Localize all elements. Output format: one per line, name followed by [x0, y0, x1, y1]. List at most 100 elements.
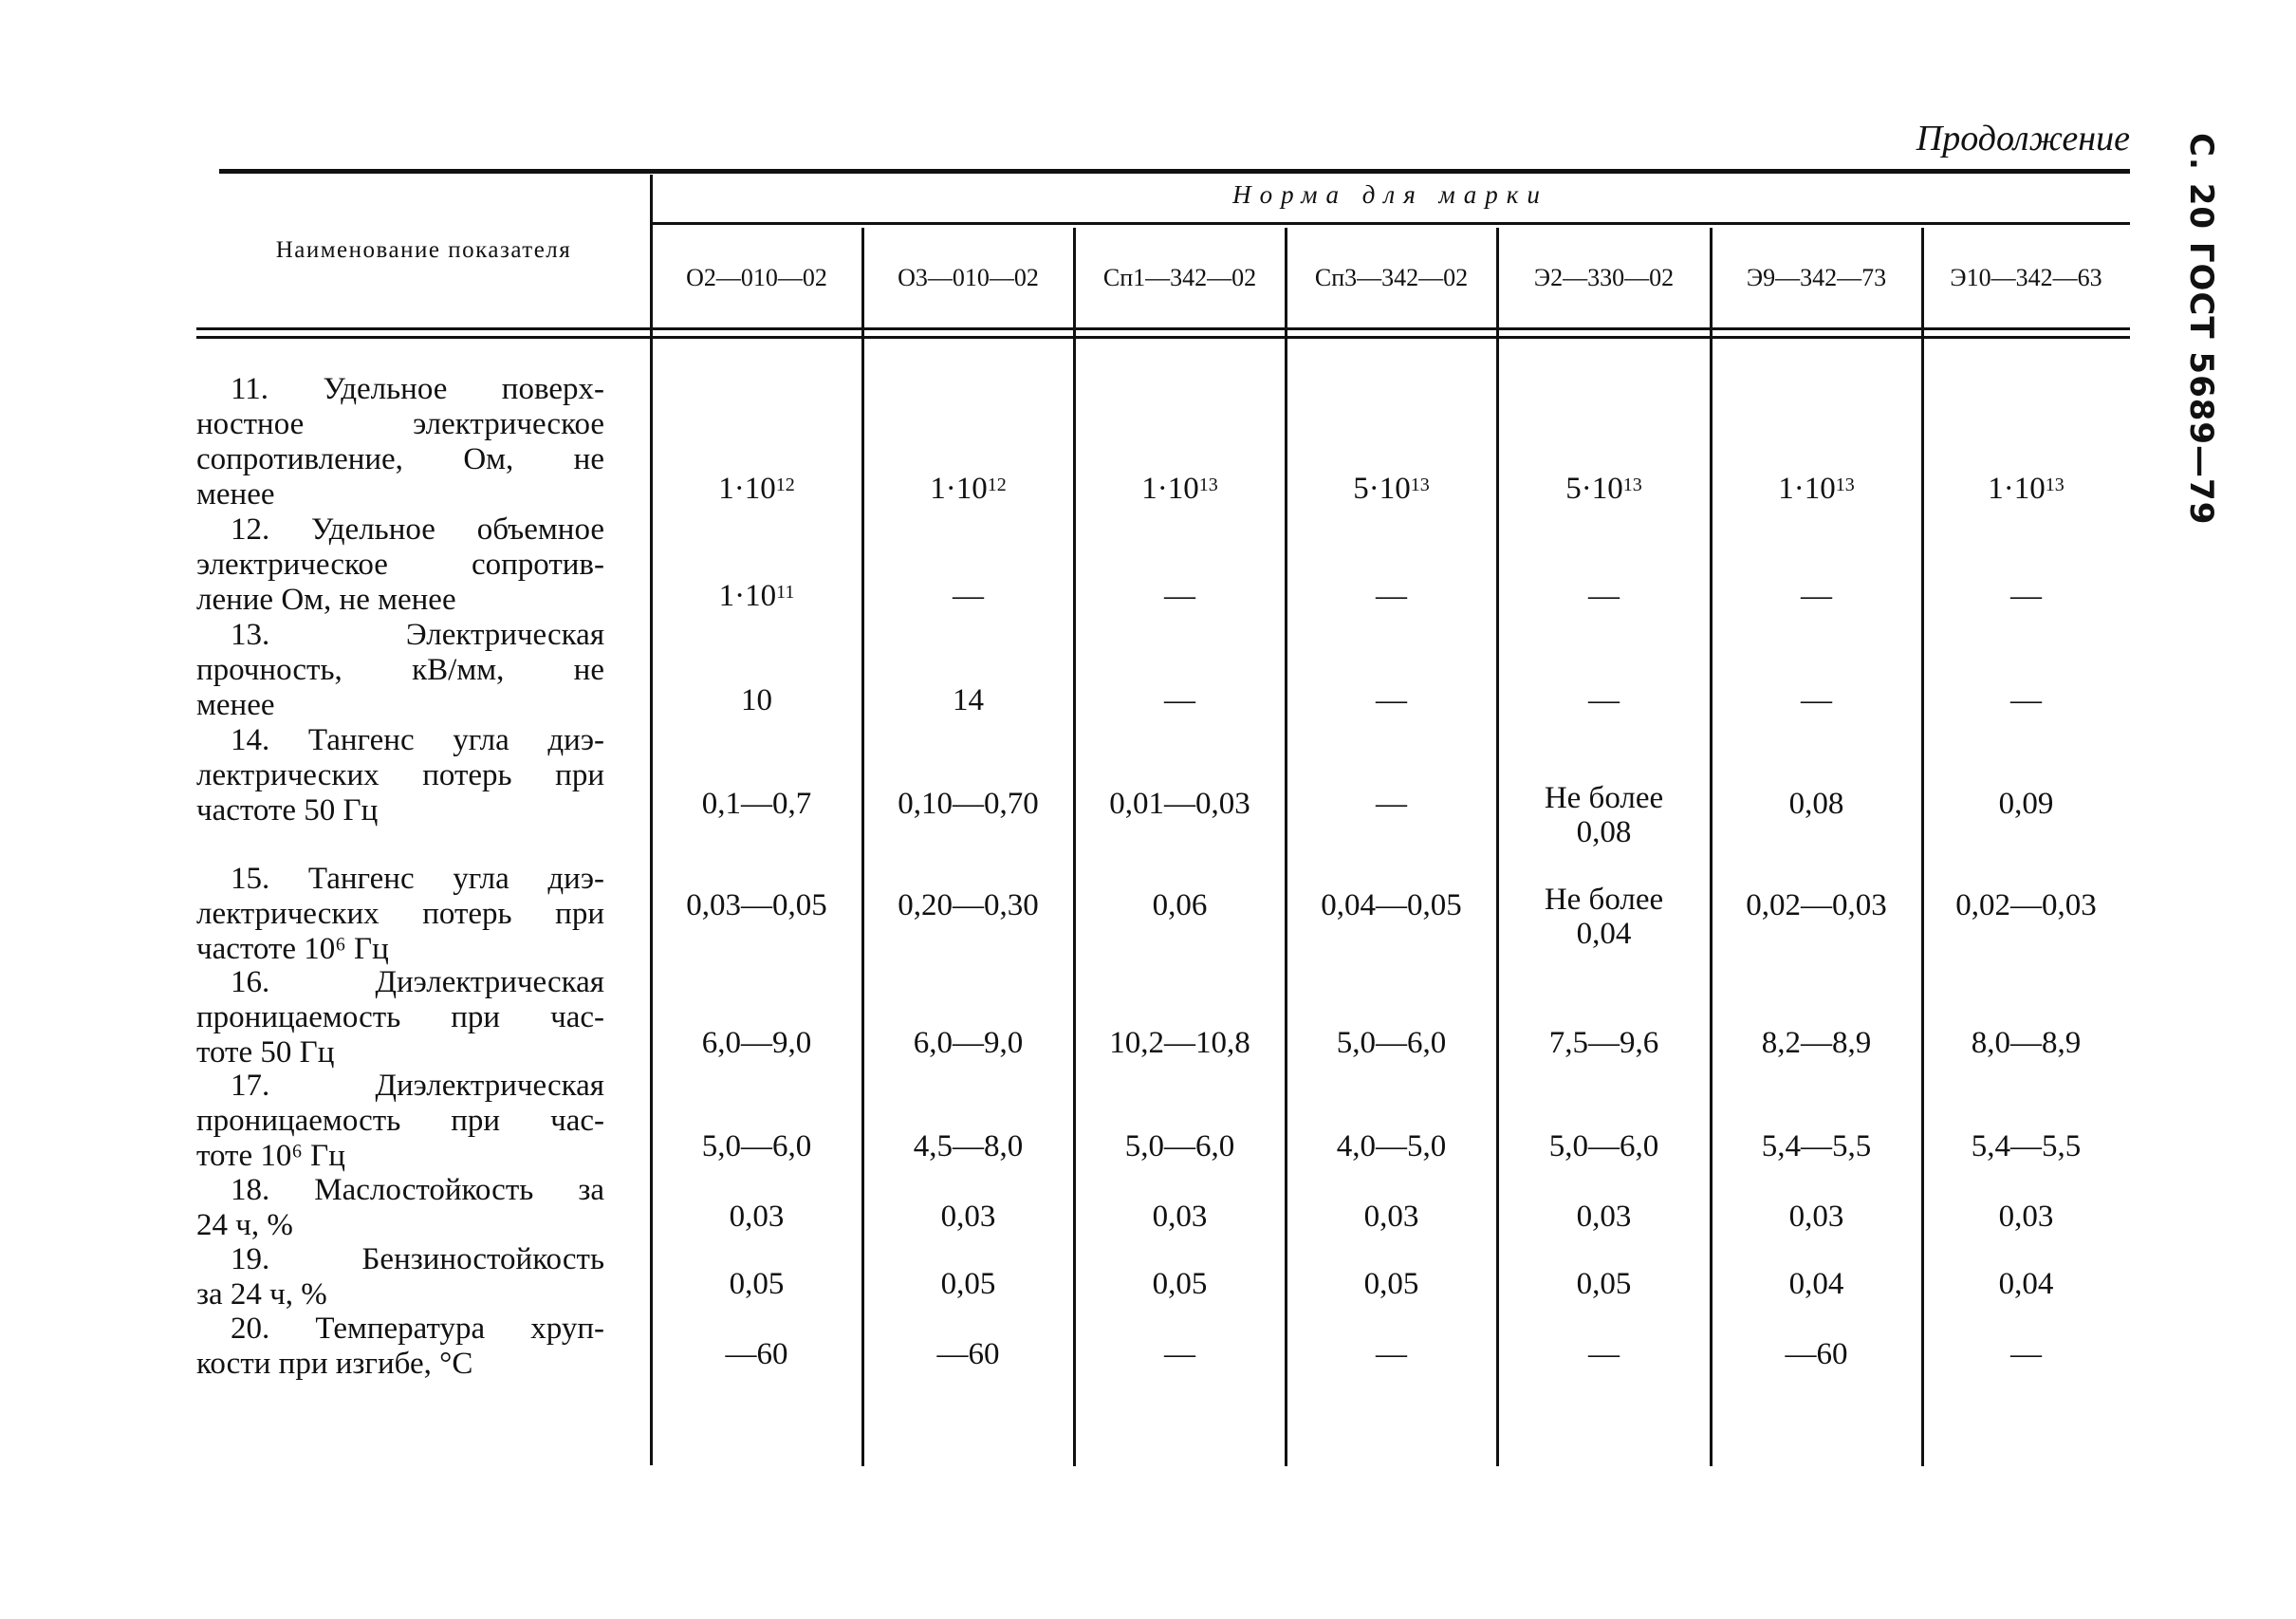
value-cell: 0,03 [1074, 1200, 1286, 1234]
value-cell: — [1497, 579, 1711, 613]
row-label-line: 18. Маслостойкость за [231, 1173, 604, 1207]
value-text: —60 [936, 1337, 1000, 1371]
column-divider [1921, 228, 1924, 1466]
row-label-line: проницаемость при час- [196, 1104, 604, 1138]
column-divider [861, 228, 864, 1466]
value-cell: 0,05 [1497, 1267, 1711, 1301]
row-label-line: 16. Диэлектрическая [231, 965, 604, 999]
value-text: 5,0—6,0 [1548, 1129, 1659, 1163]
value-cell: 4,5—8,0 [862, 1129, 1074, 1163]
value-text: Не более 0,04 [1544, 883, 1664, 951]
value-text: —60 [1785, 1337, 1848, 1371]
row-label-line: прочность, кВ/мм, не [196, 653, 604, 687]
value-cell: 0,10—0,70 [862, 787, 1074, 821]
value-cell: — [1497, 1337, 1711, 1371]
row-label: 12. Удельное объемное электрическое сопро… [196, 512, 604, 618]
value-text: — [2010, 683, 2042, 717]
value-cell: —60 [862, 1337, 1074, 1371]
value-text: — [1801, 683, 1832, 717]
value-text: 1·10 [1988, 472, 2046, 506]
value-cell: 8,0—8,9 [1922, 1026, 2130, 1060]
table-top-rule [219, 169, 2130, 174]
value-text: 4,0—5,0 [1336, 1129, 1447, 1163]
row-label: 20. Температура хруп-кости при изгибе, °… [196, 1312, 604, 1382]
value-exponent: 13 [1410, 475, 1430, 495]
value-cell: 8,2—8,9 [1711, 1026, 1922, 1060]
value-cell: 0,04—0,05 [1286, 888, 1497, 922]
value-cell: 0,03 [1711, 1200, 1922, 1234]
value-cell: 0,03 [862, 1200, 1074, 1234]
value-cell: 0,08 [1711, 787, 1922, 821]
row-label: 18. Маслостойкость за 24 ч, % [196, 1173, 604, 1243]
value-text: — [1588, 683, 1620, 717]
value-cell: — [1922, 1337, 2130, 1371]
value-text: — [2010, 579, 2042, 613]
value-cell: — [1922, 579, 2130, 613]
grade-column-header: О2—010—02 [686, 264, 827, 291]
value-cell: 0,03—0,05 [651, 888, 862, 922]
header-bottom-rule [196, 327, 2130, 330]
value-cell: 0,09 [1922, 787, 2130, 821]
value-text: 5,4—5,5 [1761, 1129, 1872, 1163]
column-divider [1496, 228, 1499, 1466]
value-cell: — [1497, 683, 1711, 717]
norm-group-header: Норма для марки [1232, 180, 1548, 209]
value-text: — [1376, 1337, 1407, 1371]
value-cell: 1·1011 [651, 579, 862, 613]
row-label-line: за 24 ч, % [196, 1277, 327, 1312]
subheader-rule [651, 222, 2130, 225]
value-cell: 5,0—6,0 [1497, 1129, 1711, 1163]
value-text: 14 [953, 683, 984, 717]
value-cell: — [1074, 1337, 1286, 1371]
row-label-line: частоте 10⁶ Гц [196, 932, 389, 966]
value-text: 1·10 [718, 472, 776, 506]
value-text: Не более 0,08 [1544, 781, 1664, 849]
continued-caption: Продолжение [1916, 119, 2130, 158]
value-text: 0,01—0,03 [1109, 787, 1250, 821]
value-text: 0,09 [1998, 787, 2054, 821]
value-cell: 0,05 [862, 1267, 1074, 1301]
value-text: 6,0—9,0 [913, 1026, 1024, 1060]
value-cell: 0,06 [1074, 888, 1286, 922]
row-label-line: 14. Тангенс угла диэ- [231, 723, 604, 757]
value-cell: Не более 0,04 [1497, 883, 1711, 951]
row-label-line: 24 ч, % [196, 1208, 293, 1242]
value-text: 0,03—0,05 [686, 888, 827, 922]
value-cell: 5,0—6,0 [1286, 1026, 1497, 1060]
row-label: 13. Электрическая прочность, кВ/мм, не мен… [196, 618, 604, 723]
value-text: 0,03 [1576, 1200, 1632, 1234]
row-label: 11. Удельное поверх-ностное электрическо… [196, 372, 604, 512]
value-text: 0,03 [729, 1200, 785, 1234]
value-cell: 0,03 [1497, 1200, 1711, 1234]
value-cell: — [862, 579, 1074, 613]
value-text: 10 [741, 683, 772, 717]
value-text: — [1164, 579, 1195, 613]
value-text: 0,05 [1576, 1267, 1632, 1301]
value-text: —60 [725, 1337, 788, 1371]
value-exponent: 12 [987, 475, 1007, 495]
row-label: 15. Тангенс угла диэ-лектрических потерь… [196, 862, 604, 967]
row-label-line: менее [196, 477, 275, 512]
row-label: 14. Тангенс угла диэ-лектрических потерь… [196, 723, 604, 828]
value-cell: 6,0—9,0 [862, 1026, 1074, 1060]
value-text: 0,04 [1998, 1267, 2054, 1301]
value-text: 0,20—0,30 [898, 888, 1039, 922]
grade-column-header: Э2—330—02 [1533, 264, 1675, 291]
row-label-line: проницаемость при час- [196, 1000, 604, 1034]
header-bottom-rule-2 [196, 336, 2130, 339]
value-text: 0,03 [1788, 1200, 1844, 1234]
value-cell: 0,03 [1286, 1200, 1497, 1234]
value-cell: — [1922, 683, 2130, 717]
row-label: 16. Диэлектрическая проницаемость при час… [196, 965, 604, 1070]
row-label-line: сопротивление, Ом, не [196, 442, 604, 476]
value-cell: 1·1013 [1922, 472, 2130, 506]
value-text: 0,04 [1788, 1267, 1844, 1301]
value-cell: — [1286, 787, 1497, 821]
value-text: 0,05 [1363, 1267, 1419, 1301]
value-cell: 0,20—0,30 [862, 888, 1074, 922]
grade-column-header: О3—010—02 [898, 264, 1039, 291]
value-exponent: 11 [776, 582, 795, 603]
value-cell: 1·1012 [651, 472, 862, 506]
row-label: 19. Бензиностойкость за 24 ч, % [196, 1242, 604, 1312]
row-label-line: 15. Тангенс угла диэ- [231, 862, 604, 896]
